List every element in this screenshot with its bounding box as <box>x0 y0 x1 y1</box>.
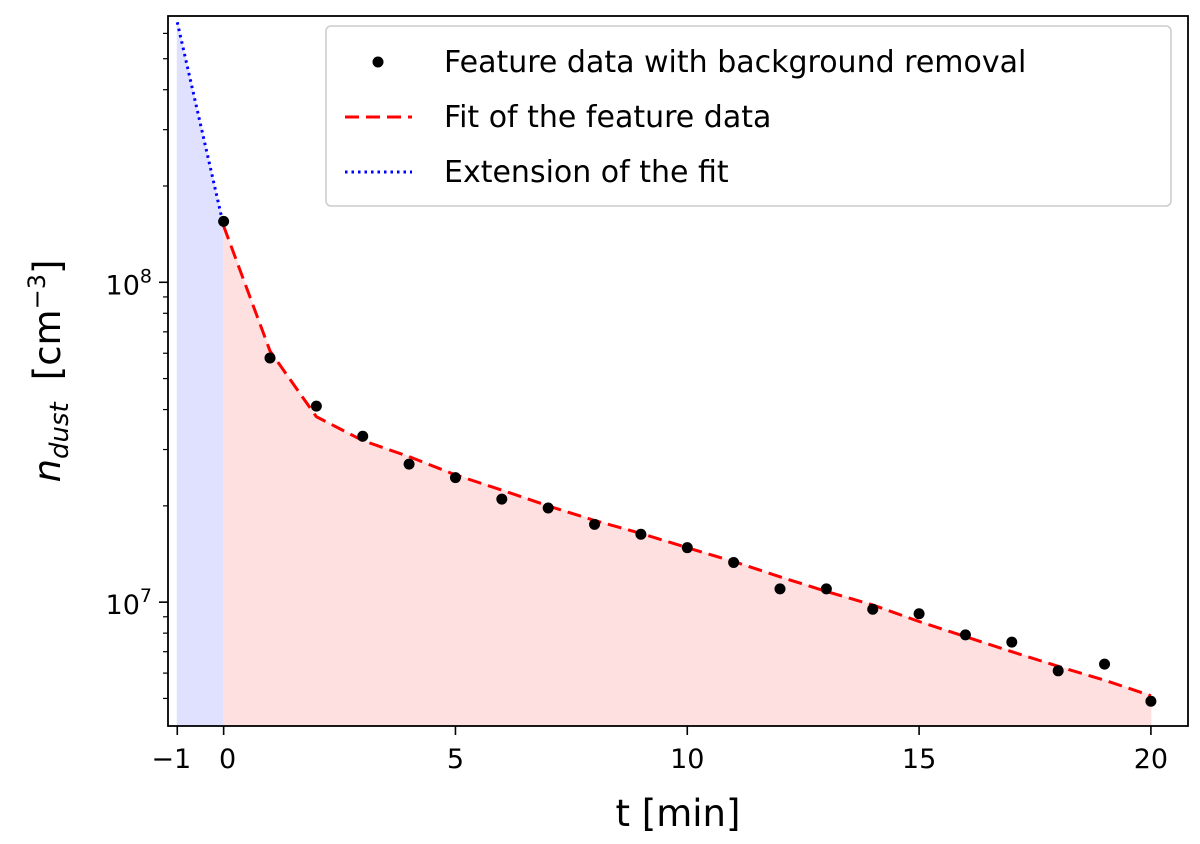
data-point <box>681 542 693 554</box>
y-axis-title: ndust [cm−3] <box>23 260 75 483</box>
legend: Feature data with background removal Fit … <box>325 25 1172 207</box>
data-point <box>310 400 322 412</box>
data-point <box>1145 695 1157 707</box>
legend-label: Feature data with background removal <box>444 45 1026 80</box>
y-axis-symbol: n <box>26 459 69 482</box>
plot-frame <box>167 15 1189 727</box>
y-tick-exponent: 8 <box>140 265 152 287</box>
data-point <box>774 583 786 595</box>
data-point <box>218 215 230 227</box>
data-point <box>728 557 740 569</box>
y-axis-unit-exponent: −3 <box>23 274 51 309</box>
data-point <box>403 458 415 470</box>
y-tick-label: 108 <box>106 265 152 301</box>
x-axis-title: t [min] <box>616 792 741 835</box>
x-tick-label: −1 <box>151 744 191 775</box>
series-lines <box>175 21 1152 698</box>
y-axis-subscript: dust <box>45 401 75 459</box>
data-point <box>867 603 879 615</box>
y-tick-base: 10 <box>106 590 140 621</box>
x-axis: −1 0 5 10 15 20 <box>151 726 1168 775</box>
data-point <box>449 472 461 484</box>
data-point <box>542 502 554 514</box>
legend-entries: Feature data with background removal Fit … <box>345 45 1026 190</box>
data-point <box>264 352 276 364</box>
y-tick-base: 10 <box>106 270 140 301</box>
legend-label: Extension of the fit <box>444 155 729 190</box>
data-points <box>218 215 1157 707</box>
data-point <box>1006 636 1018 648</box>
x-tick-label: 15 <box>902 744 936 775</box>
y-tick-exponent: 7 <box>140 585 152 607</box>
data-point <box>820 583 832 595</box>
legend-marker <box>372 56 384 68</box>
data-point <box>1052 665 1064 677</box>
extension-line <box>175 21 226 227</box>
fit-line <box>222 225 1152 698</box>
data-point <box>1099 658 1111 670</box>
data-point <box>635 528 647 540</box>
data-point <box>496 493 508 505</box>
legend-box <box>325 25 1172 207</box>
y-axis-unit-close: ] <box>26 260 69 274</box>
x-tick-label: 10 <box>670 744 704 775</box>
x-tick-label: 5 <box>447 744 464 775</box>
x-tick-label: 20 <box>1134 744 1168 775</box>
data-point <box>913 608 925 620</box>
data-point <box>959 629 971 641</box>
y-tick-label: 107 <box>106 585 152 621</box>
x-tick-label: 0 <box>219 744 236 775</box>
data-point <box>357 430 369 442</box>
legend-label: Fit of the feature data <box>444 100 771 135</box>
y-axis-unit-open: [cm <box>26 309 69 380</box>
data-point <box>589 518 601 530</box>
